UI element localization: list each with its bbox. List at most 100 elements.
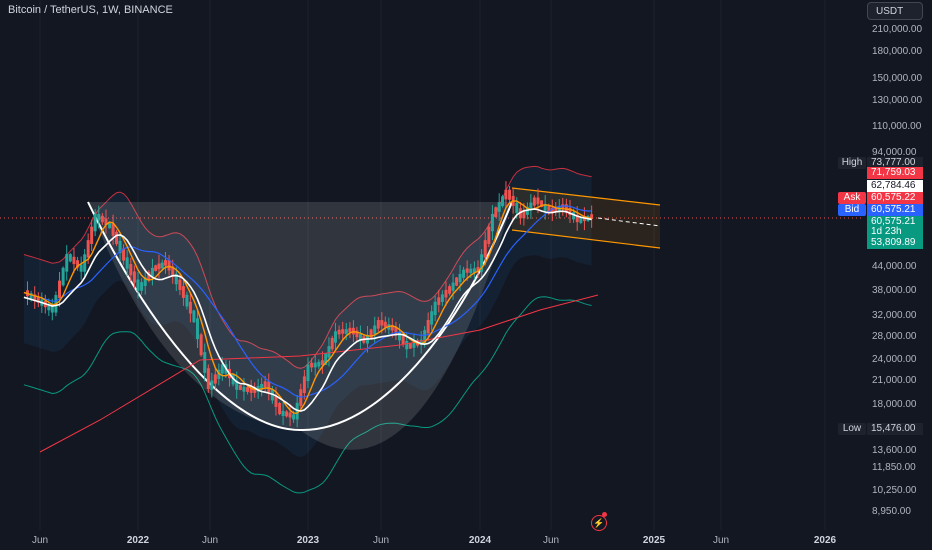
handle-channel-upper (511, 187, 661, 206)
candle-body (508, 189, 512, 200)
y-tick-label: 8,950.00 (872, 506, 911, 517)
candle-body (199, 334, 203, 356)
candle-body (132, 271, 136, 283)
candle-body (50, 306, 54, 313)
candle-body (68, 254, 72, 262)
ask-label: Ask (838, 192, 866, 204)
candle-body (231, 375, 235, 385)
bollinger-band-fill (23, 166, 592, 458)
candle-body (497, 202, 501, 212)
candle-body (383, 321, 387, 328)
candle-body (288, 412, 292, 418)
white-ma-line (23, 208, 592, 412)
candle-body (61, 267, 65, 286)
candle-body (373, 325, 377, 335)
candle-body (433, 301, 437, 316)
candle-body (572, 212, 576, 220)
candle-body (181, 286, 185, 298)
y-tick-label: 28,000.00 (872, 331, 917, 342)
candle-body (129, 264, 133, 276)
candle-body (97, 213, 101, 221)
candle-body (171, 266, 175, 277)
candle-body (448, 286, 452, 294)
x-tick-label: 2025 (642, 535, 666, 546)
y-tick-label: 13,600.00 (872, 445, 917, 456)
y-tick-label: 180,000.00 (872, 46, 923, 57)
candle-body (462, 269, 466, 278)
candle-body (320, 360, 324, 365)
cup-pattern-curve (87, 201, 513, 432)
candle-body (104, 218, 108, 225)
candle-body (515, 202, 519, 213)
last-price-value: 60,575.21 (867, 216, 923, 228)
candle-body (476, 267, 480, 272)
candle-body (337, 329, 341, 335)
candle-body (154, 265, 158, 271)
x-tick-label: Jun (712, 535, 730, 546)
candle-body (568, 207, 572, 216)
candle-body (157, 263, 161, 270)
handle-channel-lower (511, 229, 661, 249)
candle-body (36, 296, 40, 303)
candle-body (540, 200, 544, 208)
candle-body (178, 279, 182, 290)
candle-body (33, 294, 37, 301)
candle-body (465, 268, 469, 273)
candle-body (163, 260, 167, 266)
candle-body (324, 353, 328, 365)
candle-body (579, 218, 583, 223)
candle-body (504, 189, 508, 200)
flash-icon[interactable]: ⚡ (591, 515, 607, 531)
candle-body (344, 329, 348, 334)
lower-envelope-line (23, 296, 592, 494)
candle-body (210, 380, 214, 390)
candle-body (532, 197, 536, 206)
y-tick-label: 32,000.00 (872, 310, 917, 321)
low-label: Low (838, 423, 866, 435)
candle-body (263, 381, 267, 388)
y-tick-label: 10,250.00 (872, 485, 917, 496)
symbol-title[interactable]: Bitcoin / TetherUS, 1W, BINANCE (8, 4, 173, 16)
y-tick-label: 18,000.00 (872, 399, 917, 410)
low-value: 15,476.00 (867, 423, 923, 435)
candle-body (115, 231, 119, 244)
candle-body (426, 319, 430, 334)
candle-body (480, 254, 484, 272)
candle-body (274, 395, 278, 407)
candle-body (260, 384, 264, 390)
candle-body (401, 335, 405, 345)
candle-body (317, 361, 321, 367)
candle-body (405, 340, 409, 350)
candle-body (76, 260, 80, 268)
candle-body (369, 329, 373, 339)
candle-body (590, 214, 594, 220)
candle-body (220, 364, 224, 374)
price-tag-lower-band: 53,809.89 (867, 237, 923, 249)
x-tick-label: 2022 (126, 535, 150, 546)
candle-body (398, 332, 402, 341)
price-tag-upper-band: 71,759.03 (867, 167, 923, 179)
cup-pattern-fill (88, 202, 512, 450)
candle-body (458, 273, 462, 283)
candle-body (47, 304, 51, 311)
currency-selector-button[interactable]: USDT (867, 2, 923, 20)
projection-dashed-line (597, 217, 661, 227)
bar-countdown: 1d 23h (867, 226, 923, 238)
ema-short-line (23, 200, 592, 414)
candle-body (90, 226, 94, 244)
y-tick-label: 110,000.00 (872, 121, 922, 132)
candle-body (150, 267, 154, 277)
candle-body (490, 213, 494, 232)
candle-body (494, 207, 498, 218)
candle-body (203, 352, 207, 373)
candle-body (529, 202, 533, 211)
candle-body (93, 213, 97, 232)
candle-body (58, 280, 62, 299)
y-tick-label: 94,000.00 (872, 147, 917, 158)
candle-body (376, 320, 380, 329)
candle-body (394, 326, 398, 336)
candle-body (341, 329, 345, 334)
x-tick-label: 2024 (468, 535, 492, 546)
candle-body (83, 254, 87, 272)
